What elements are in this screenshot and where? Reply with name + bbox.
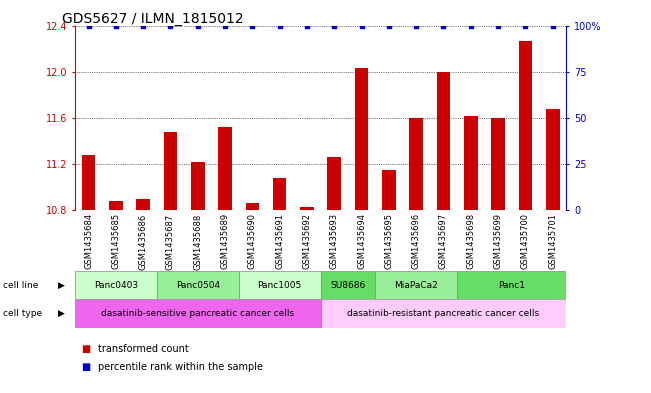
- Bar: [218, 127, 232, 210]
- Point: [138, 22, 148, 29]
- Text: GSM1435700: GSM1435700: [521, 213, 530, 269]
- Bar: [320, 271, 375, 299]
- Bar: [546, 109, 560, 210]
- Text: GSM1435690: GSM1435690: [248, 213, 257, 269]
- Text: SU8686: SU8686: [330, 281, 366, 290]
- Text: GSM1435697: GSM1435697: [439, 213, 448, 270]
- Bar: [157, 271, 239, 299]
- Point: [275, 22, 285, 29]
- Bar: [492, 118, 505, 210]
- Bar: [245, 203, 259, 210]
- Point: [111, 22, 121, 29]
- Text: GSM1435685: GSM1435685: [111, 213, 120, 270]
- Text: ▶: ▶: [58, 281, 65, 290]
- Point: [165, 22, 176, 29]
- Text: dasatinib-sensitive pancreatic cancer cells: dasatinib-sensitive pancreatic cancer ce…: [101, 309, 294, 318]
- Text: GSM1435701: GSM1435701: [548, 213, 557, 269]
- Bar: [81, 155, 95, 210]
- Point: [302, 22, 312, 29]
- Bar: [320, 299, 566, 328]
- Text: GSM1435694: GSM1435694: [357, 213, 366, 269]
- Text: GSM1435693: GSM1435693: [330, 213, 339, 270]
- Text: GSM1435688: GSM1435688: [193, 213, 202, 270]
- Bar: [355, 68, 368, 210]
- Text: cell line: cell line: [3, 281, 38, 290]
- Point: [329, 22, 339, 29]
- Text: GSM1435686: GSM1435686: [139, 213, 148, 270]
- Bar: [457, 271, 566, 299]
- Text: MiaPaCa2: MiaPaCa2: [395, 281, 438, 290]
- Text: GSM1435692: GSM1435692: [303, 213, 311, 269]
- Point: [520, 22, 531, 29]
- Text: Panc0504: Panc0504: [176, 281, 220, 290]
- Text: GSM1435696: GSM1435696: [411, 213, 421, 270]
- Point: [193, 22, 203, 29]
- Text: GSM1435684: GSM1435684: [84, 213, 93, 270]
- Text: percentile rank within the sample: percentile rank within the sample: [98, 362, 262, 372]
- Bar: [382, 170, 396, 210]
- Point: [547, 22, 558, 29]
- Text: GSM1435698: GSM1435698: [466, 213, 475, 270]
- Bar: [191, 162, 204, 210]
- Bar: [375, 271, 457, 299]
- Bar: [300, 207, 314, 210]
- Point: [465, 22, 476, 29]
- Bar: [136, 199, 150, 210]
- Point: [220, 22, 230, 29]
- Bar: [75, 271, 157, 299]
- Text: GSM1435699: GSM1435699: [493, 213, 503, 269]
- Text: GSM1435695: GSM1435695: [384, 213, 393, 269]
- Text: ■: ■: [81, 362, 90, 372]
- Bar: [75, 299, 320, 328]
- Bar: [327, 157, 341, 210]
- Bar: [464, 116, 478, 210]
- Bar: [437, 72, 450, 210]
- Point: [383, 22, 394, 29]
- Bar: [409, 118, 423, 210]
- Bar: [239, 271, 320, 299]
- Bar: [519, 40, 533, 210]
- Point: [411, 22, 421, 29]
- Point: [438, 22, 449, 29]
- Text: GSM1435687: GSM1435687: [166, 213, 175, 270]
- Text: ▶: ▶: [58, 309, 65, 318]
- Text: ■: ■: [81, 344, 90, 354]
- Point: [356, 22, 367, 29]
- Point: [247, 22, 258, 29]
- Text: transformed count: transformed count: [98, 344, 188, 354]
- Text: GSM1435689: GSM1435689: [221, 213, 230, 270]
- Point: [83, 22, 94, 29]
- Text: GSM1435691: GSM1435691: [275, 213, 284, 269]
- Text: Panc0403: Panc0403: [94, 281, 138, 290]
- Text: Panc1005: Panc1005: [258, 281, 302, 290]
- Point: [493, 22, 503, 29]
- Text: cell type: cell type: [3, 309, 42, 318]
- Bar: [109, 201, 122, 210]
- Text: Panc1: Panc1: [498, 281, 525, 290]
- Text: GDS5627 / ILMN_1815012: GDS5627 / ILMN_1815012: [62, 12, 243, 26]
- Bar: [273, 178, 286, 210]
- Bar: [163, 132, 177, 210]
- Text: dasatinib-resistant pancreatic cancer cells: dasatinib-resistant pancreatic cancer ce…: [348, 309, 540, 318]
